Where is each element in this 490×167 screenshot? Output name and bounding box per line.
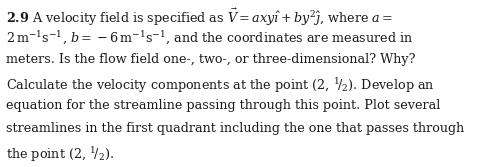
Text: equation for the streamline passing through this point. Plot several: equation for the streamline passing thro… [6,99,440,112]
Text: meters. Is the flow field one-, two-, or three-dimensional? Why?: meters. Is the flow field one-, two-, or… [6,53,416,66]
Text: streamlines in the first quadrant including the one that passes through: streamlines in the first quadrant includ… [6,122,464,135]
Text: $2\,\mathrm{m^{-1}s^{-1}}$, $b=-6\,\mathrm{m^{-1}s^{-1}}$, and the coordinates a: $2\,\mathrm{m^{-1}s^{-1}}$, $b=-6\,\math… [6,30,413,47]
Text: Calculate the velocity components at the point $(2,\,^{1}\!/_{2})$. Develop an: Calculate the velocity components at the… [6,76,435,95]
Text: the point $(2,\,^{1}\!/_{2})$.: the point $(2,\,^{1}\!/_{2})$. [6,145,114,164]
Text: $\mathbf{2.9}$ A velocity field is specified as $\vec{V}=axy\hat{\imath}+by^{2}\: $\mathbf{2.9}$ A velocity field is speci… [6,7,393,28]
